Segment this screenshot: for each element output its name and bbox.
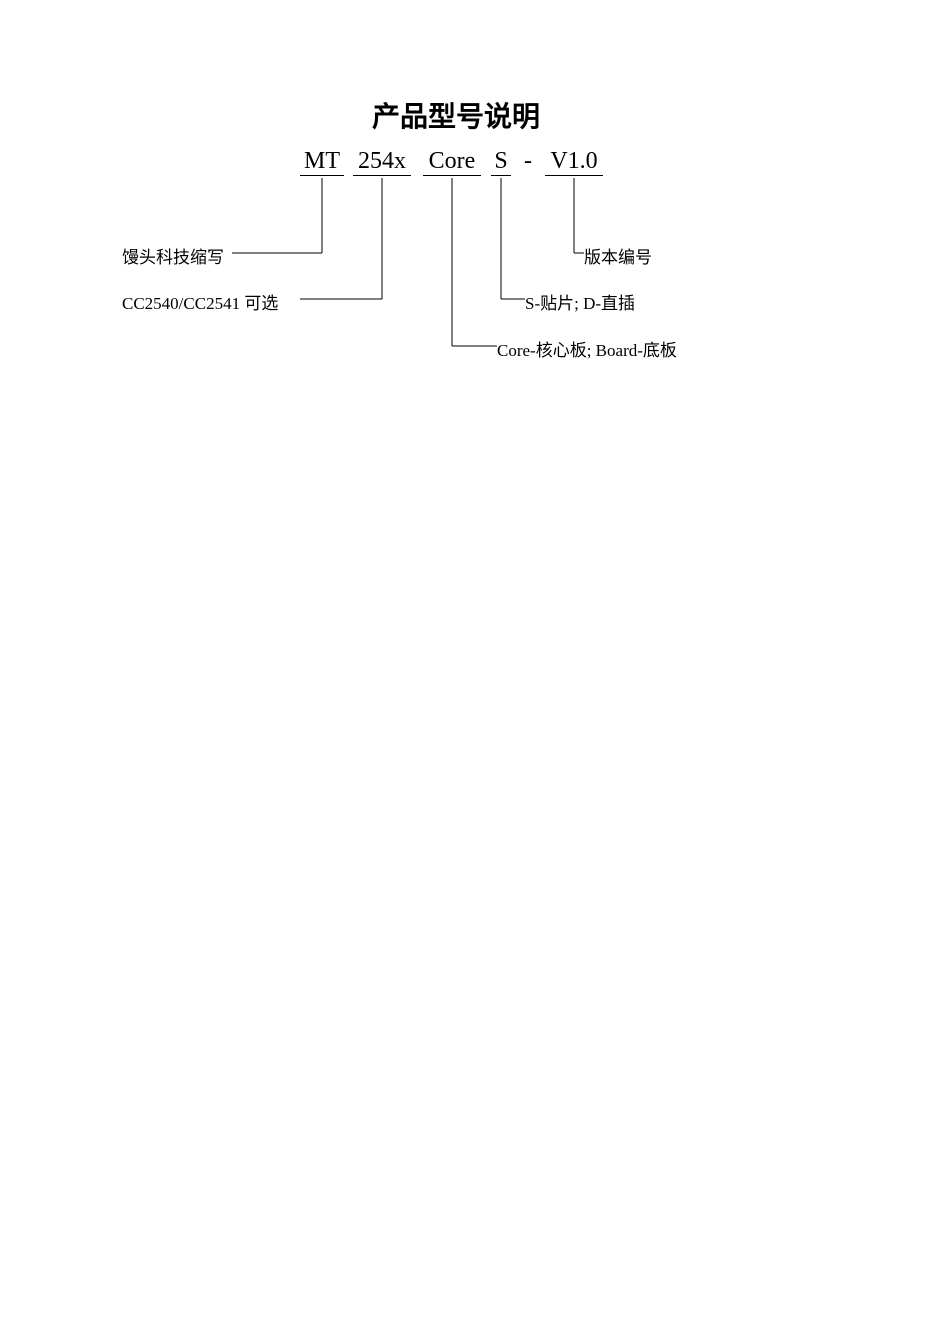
model-part-pkg: S <box>491 148 511 176</box>
annotation-pkg: S-贴片; D-直插 <box>525 289 635 314</box>
model-part-core: Core <box>423 148 481 176</box>
model-part-mt: MT <box>300 148 344 176</box>
annotation-core: Core-核心板; Board-底板 <box>497 336 677 361</box>
model-part-chip: 254x <box>353 148 411 176</box>
annotation-ver: 版本编号 <box>584 243 652 268</box>
model-part-dash: - <box>522 148 534 175</box>
diagram-title: 产品型号说明 <box>372 95 540 135</box>
annotation-mt: 馒头科技缩写 <box>122 243 230 268</box>
annotation-chip: CC2540/CC2541 可选 <box>122 289 297 314</box>
model-part-ver: V1.0 <box>545 148 603 176</box>
